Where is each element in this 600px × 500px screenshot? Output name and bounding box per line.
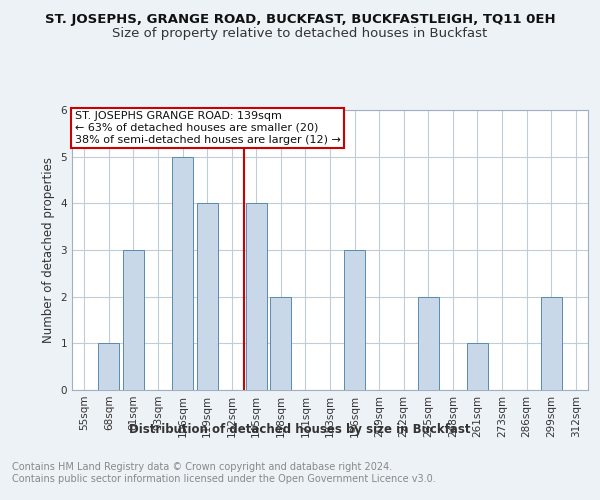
Bar	[246, 204, 267, 390]
Bar	[123, 250, 144, 390]
Bar	[172, 156, 193, 390]
Y-axis label: Number of detached properties: Number of detached properties	[42, 157, 55, 343]
Bar	[98, 344, 119, 390]
Text: Distribution of detached houses by size in Buckfast: Distribution of detached houses by size …	[129, 422, 471, 436]
Bar	[197, 204, 218, 390]
Text: ST. JOSEPHS GRANGE ROAD: 139sqm
← 63% of detached houses are smaller (20)
38% of: ST. JOSEPHS GRANGE ROAD: 139sqm ← 63% of…	[74, 112, 340, 144]
Text: ST. JOSEPHS, GRANGE ROAD, BUCKFAST, BUCKFASTLEIGH, TQ11 0EH: ST. JOSEPHS, GRANGE ROAD, BUCKFAST, BUCK…	[44, 12, 556, 26]
Bar	[271, 296, 292, 390]
Bar	[418, 296, 439, 390]
Bar	[541, 296, 562, 390]
Bar	[467, 344, 488, 390]
Text: Size of property relative to detached houses in Buckfast: Size of property relative to detached ho…	[112, 28, 488, 40]
Text: Contains HM Land Registry data © Crown copyright and database right 2024.
Contai: Contains HM Land Registry data © Crown c…	[12, 462, 436, 484]
Bar	[344, 250, 365, 390]
